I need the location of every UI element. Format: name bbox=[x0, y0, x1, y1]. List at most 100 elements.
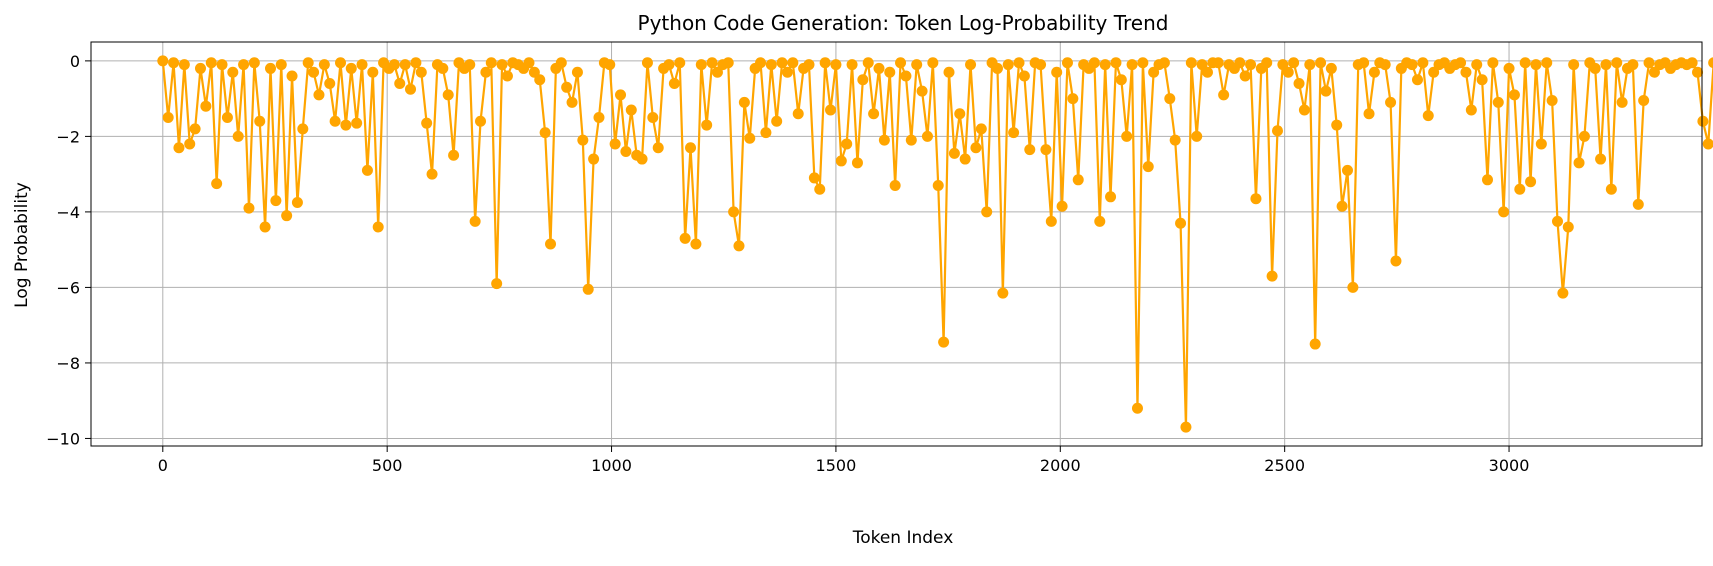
data-point bbox=[351, 117, 363, 129]
data-point bbox=[1600, 59, 1612, 71]
data-point bbox=[1632, 198, 1644, 210]
data-point bbox=[921, 130, 933, 142]
data-point bbox=[571, 66, 583, 78]
data-point bbox=[286, 70, 298, 82]
data-point bbox=[335, 57, 346, 69]
data-point bbox=[415, 66, 427, 78]
data-point bbox=[1158, 57, 1170, 69]
data-point bbox=[1250, 193, 1262, 205]
data-point bbox=[981, 206, 993, 218]
data-point bbox=[1385, 96, 1397, 108]
data-point bbox=[238, 59, 250, 71]
data-point bbox=[1525, 176, 1537, 188]
data-point bbox=[308, 66, 320, 78]
data-point bbox=[1320, 85, 1332, 97]
data-point bbox=[302, 57, 314, 69]
x-tick-label: 1000 bbox=[591, 456, 632, 475]
data-point bbox=[442, 89, 454, 101]
data-point bbox=[1519, 57, 1531, 69]
data-point bbox=[157, 55, 169, 67]
data-point bbox=[189, 123, 201, 135]
data-point bbox=[448, 149, 460, 161]
data-point bbox=[173, 142, 185, 154]
data-point bbox=[1643, 57, 1655, 69]
data-point bbox=[965, 59, 977, 71]
data-point bbox=[841, 138, 853, 150]
data-point bbox=[1024, 144, 1036, 156]
data-point bbox=[1358, 57, 1370, 69]
data-point bbox=[356, 59, 368, 71]
data-point bbox=[421, 117, 433, 129]
data-point bbox=[1040, 144, 1052, 156]
data-point bbox=[1557, 287, 1569, 299]
data-point bbox=[728, 206, 740, 218]
data-point bbox=[1573, 157, 1585, 169]
data-point bbox=[291, 196, 303, 208]
data-point bbox=[1142, 161, 1154, 173]
data-point bbox=[184, 138, 196, 150]
data-point bbox=[1514, 183, 1526, 195]
data-point bbox=[1390, 255, 1402, 267]
data-point bbox=[265, 62, 276, 74]
data-point bbox=[1045, 215, 1057, 227]
data-point bbox=[615, 89, 627, 101]
data-point bbox=[932, 179, 944, 191]
data-point bbox=[1008, 127, 1020, 139]
x-tick-label: 1500 bbox=[816, 456, 857, 475]
data-point bbox=[1465, 104, 1477, 116]
data-point bbox=[394, 78, 406, 90]
data-point bbox=[501, 70, 513, 82]
data-point bbox=[733, 240, 745, 252]
data-point bbox=[1099, 59, 1111, 71]
data-point bbox=[1088, 57, 1100, 69]
data-point bbox=[324, 78, 336, 90]
data-point bbox=[259, 221, 271, 233]
data-point bbox=[878, 134, 890, 146]
data-point bbox=[1627, 59, 1639, 71]
data-point bbox=[313, 89, 325, 101]
data-point bbox=[787, 57, 799, 69]
data-point bbox=[254, 115, 266, 127]
data-point bbox=[426, 168, 438, 180]
data-point bbox=[1035, 59, 1047, 71]
data-point bbox=[1239, 70, 1251, 82]
data-point bbox=[221, 112, 233, 124]
data-point bbox=[1422, 110, 1434, 122]
data-point bbox=[1568, 59, 1580, 71]
data-point bbox=[345, 62, 357, 74]
data-point bbox=[1304, 59, 1316, 71]
data-point bbox=[1002, 59, 1014, 71]
data-point bbox=[1180, 421, 1192, 433]
data-point bbox=[1051, 66, 1063, 78]
data-point bbox=[1191, 130, 1203, 142]
data-point bbox=[1546, 95, 1558, 107]
data-point bbox=[248, 57, 260, 69]
data-point bbox=[1331, 119, 1343, 131]
data-point bbox=[1460, 66, 1472, 78]
data-point bbox=[1293, 78, 1305, 90]
data-point bbox=[685, 142, 697, 154]
data-point bbox=[1137, 57, 1149, 69]
data-point bbox=[405, 83, 417, 95]
data-point bbox=[340, 119, 352, 131]
data-point bbox=[1169, 134, 1181, 146]
data-point bbox=[1245, 59, 1257, 71]
data-point bbox=[1094, 215, 1106, 227]
axis-ticks: 0 500 1000 1500 2000 2500 3000 0 −2 −4 −6 −8 −10 bbox=[46, 52, 1529, 475]
data-point bbox=[410, 57, 422, 69]
data-point bbox=[1476, 74, 1488, 86]
data-point bbox=[485, 57, 497, 69]
data-point bbox=[862, 57, 874, 69]
data-point bbox=[1126, 59, 1138, 71]
data-point bbox=[1589, 62, 1601, 74]
data-point bbox=[1552, 215, 1563, 227]
data-point bbox=[593, 112, 605, 124]
data-point bbox=[884, 66, 896, 78]
data-point bbox=[1702, 138, 1713, 150]
data-point bbox=[744, 132, 756, 144]
data-point bbox=[663, 59, 675, 71]
data-point bbox=[701, 119, 713, 131]
x-tick-label: 0 bbox=[158, 456, 168, 475]
data-point bbox=[674, 57, 686, 69]
data-point bbox=[270, 195, 282, 207]
